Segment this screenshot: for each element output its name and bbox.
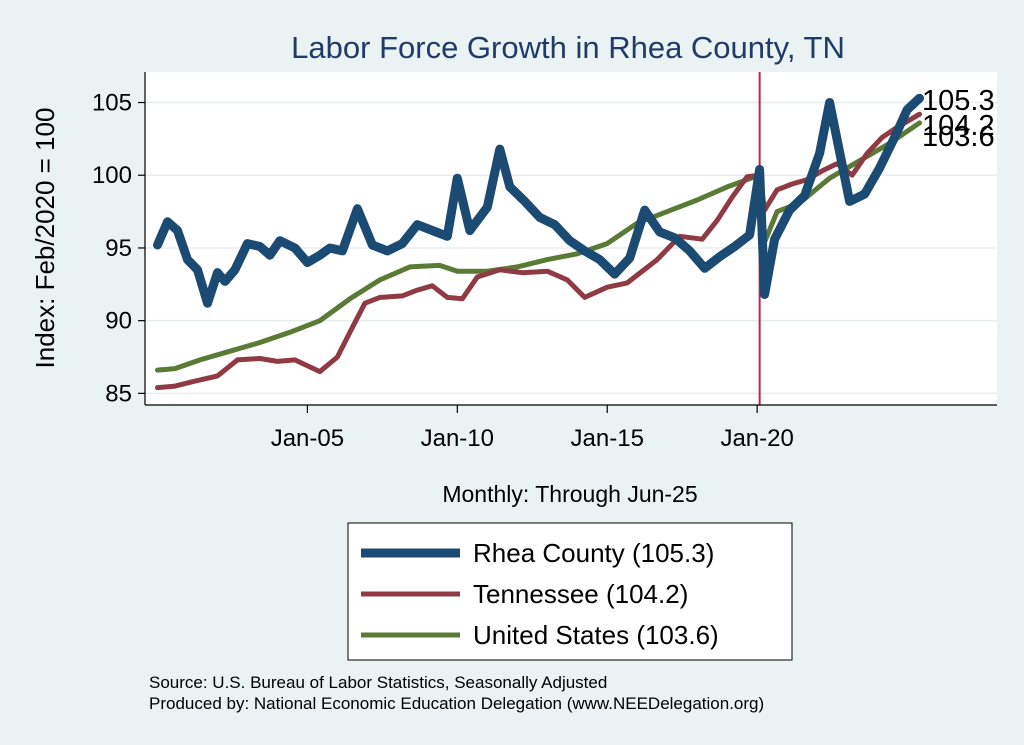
y-tick-label: 90 (105, 308, 132, 335)
series-lines (153, 93, 924, 391)
series-line-0 (153, 93, 924, 308)
chart-title: Labor Force Growth in Rhea County, TN (291, 30, 845, 65)
x-ticks: Jan-05 Jan-10 Jan-15 Jan-20 (271, 405, 794, 452)
end-label-2: 103.6 (922, 121, 995, 153)
produced-by-line: Produced by: National Economic Education… (149, 694, 764, 713)
y-tick-label: 85 (105, 380, 132, 407)
y-tick-label: 95 (105, 235, 132, 262)
legend-label-2: United States (103.6) (473, 620, 719, 650)
x-tick-label: Jan-10 (421, 425, 494, 452)
x-axis-title: Monthly: Through Jun-25 (442, 481, 697, 507)
legend: Rhea County (105.3) Tennessee (104.2) Unit… (347, 522, 793, 661)
x-tick-label: Jan-15 (571, 425, 644, 452)
legend-label-1: Tennessee (104.2) (473, 579, 688, 609)
end-label-0: 105.3 (922, 85, 995, 117)
axes (144, 72, 997, 406)
y-ticks: 85 90 95 100 105 (92, 90, 145, 407)
x-tick-label: Jan-05 (271, 425, 344, 452)
series-line-1 (155, 111, 922, 391)
y-axis-title: Index: Feb/2020 = 100 (30, 108, 60, 369)
y-tick-label: 100 (92, 162, 132, 189)
y-tick-label: 105 (92, 90, 132, 117)
series-line-2 (155, 120, 922, 373)
legend-label-0: Rhea County (105.3) (473, 538, 714, 568)
x-tick-label: Jan-20 (720, 425, 793, 452)
source-line: Source: U.S. Bureau of Labor Statistics,… (149, 673, 607, 692)
end-label-1: 104.2 (922, 110, 995, 142)
